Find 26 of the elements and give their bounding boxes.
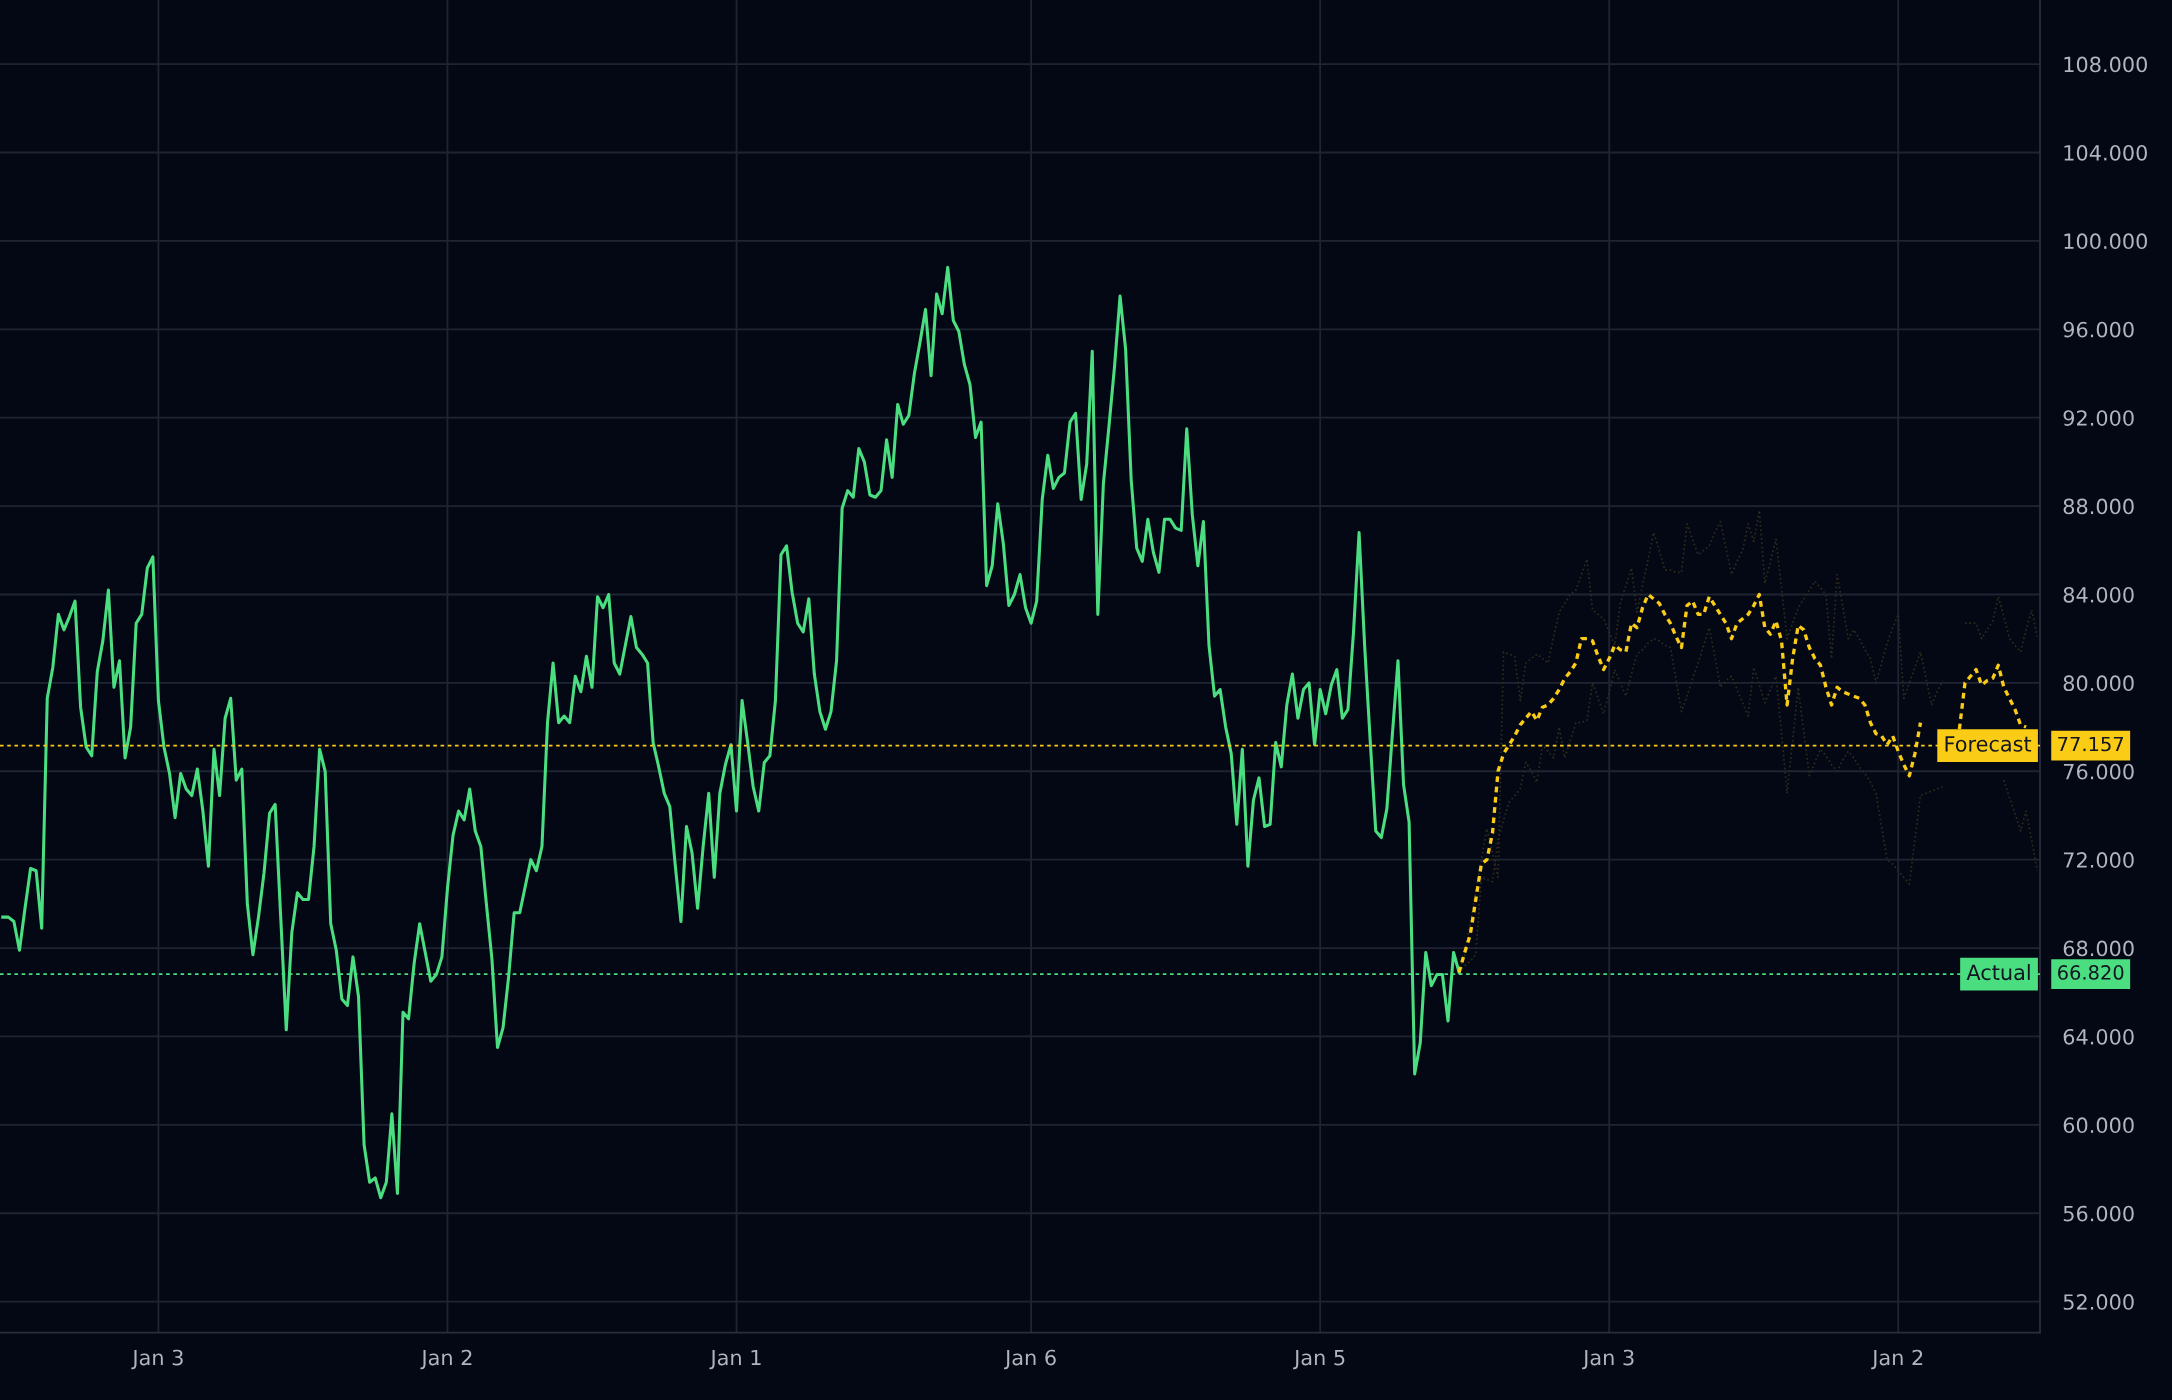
y-tick-label: 52.000 (2063, 1294, 2134, 1310)
x-tick-label: Jan 2 (420, 1349, 472, 1370)
y-tick-label: 80.000 (2063, 675, 2134, 692)
ref-line-label: Forecast (1945, 736, 2032, 752)
y-tick-label: 96.000 (2063, 321, 2134, 338)
x-tick-label: Jan 2 (1871, 1349, 1923, 1370)
y-tick-label: 84.000 (2063, 586, 2134, 603)
y-tick-label: 60.000 (2063, 1117, 2134, 1134)
x-tick-label: Jan 3 (1582, 1349, 1634, 1370)
x-tick-label: Jan 1 (709, 1349, 761, 1370)
y-tick-label: 76.000 (2063, 763, 2134, 780)
x-tick-label: Jan 6 (1004, 1349, 1056, 1370)
y-tick-label: 100.000 (2064, 233, 2147, 250)
y-tick-label: 68.000 (2063, 940, 2134, 957)
y-tick-label: 88.000 (2063, 498, 2134, 515)
x-tick-label: Jan 3 (131, 1349, 183, 1370)
y-tick-label: 92.000 (2063, 410, 2134, 426)
text: 77.157 (2058, 736, 2124, 752)
ref-line-label: Actual (1966, 964, 2030, 981)
y-tick-label: 104.000 (2064, 144, 2147, 161)
y-tick-label: 56.000 (2063, 1205, 2134, 1222)
x-tick-label: Jan 5 (1293, 1349, 1345, 1370)
y-tick-label: 72.000 (2063, 852, 2134, 868)
y-tick-label: 108.000 (2064, 56, 2147, 73)
y-tick-label: 64.000 (2063, 1028, 2134, 1045)
text: 66.820 (2058, 965, 2124, 980)
